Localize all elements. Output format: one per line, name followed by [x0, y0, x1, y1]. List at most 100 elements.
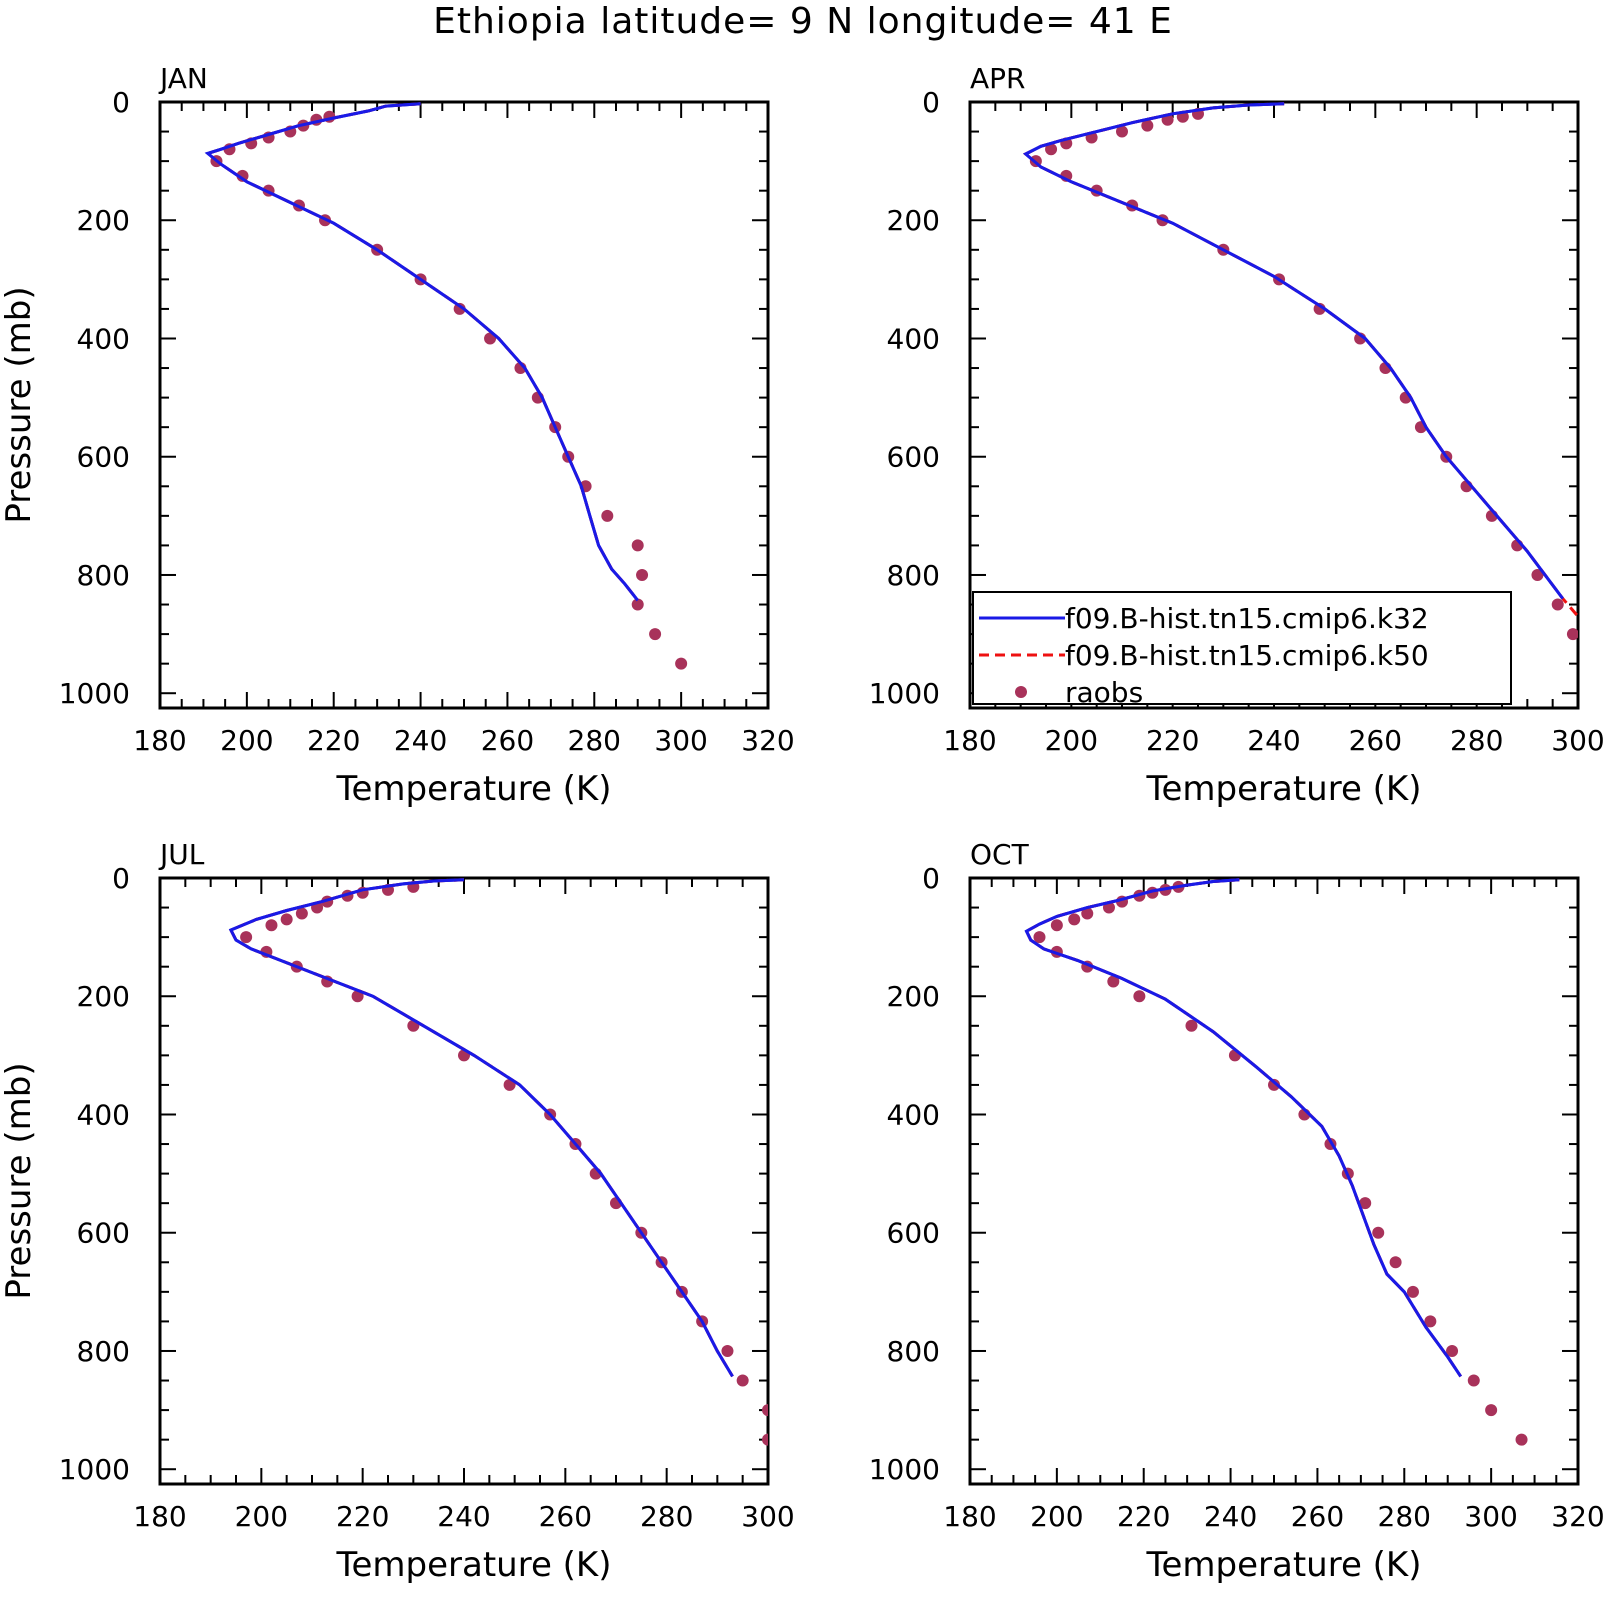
raobs-point	[1185, 1019, 1198, 1032]
x-tick-label: 220	[1146, 724, 1199, 757]
y-tick-label: 0	[112, 86, 130, 119]
y-tick-label: 200	[77, 204, 130, 237]
raobs-point	[1551, 598, 1564, 611]
x-tick-label: 220	[336, 1500, 389, 1533]
raobs-point	[1107, 975, 1120, 988]
figure-title: Ethiopia latitude= 9 N longitude= 41 E	[433, 1, 1173, 42]
x-tick-label: 200	[1030, 1500, 1083, 1533]
legend: f09.B-hist.tn15.cmip6.k32 f09.B-hist.tn15…	[972, 591, 1512, 709]
raobs-point	[453, 302, 466, 315]
raobs-point	[1033, 931, 1046, 944]
raobs-point	[1268, 1078, 1280, 1091]
y-tick-label: 200	[887, 204, 940, 237]
series-group	[228, 878, 768, 1446]
y-tick-label: 800	[77, 1335, 130, 1368]
k50-line	[204, 102, 639, 602]
panel-title: OCT	[970, 838, 1030, 871]
raobs-point	[265, 919, 278, 932]
x-tick-label: 280	[1378, 1500, 1431, 1533]
y-tick-label: 200	[77, 980, 130, 1013]
y-tick-label: 600	[77, 441, 130, 474]
x-tick-label: 220	[307, 724, 360, 757]
x-tick-label: 220	[1117, 1500, 1170, 1533]
x-axis-title: Temperature (K)	[1145, 769, 1421, 809]
x-tick-label: 240	[394, 724, 447, 757]
panel-oct: 180 200 220 240 260 280 300 320 0 200 400 600 800 100…	[869, 838, 1605, 1585]
panel-jul: 180 200 220 240 260 280 300 0 200 400 600 800 1000 JU…	[0, 838, 795, 1585]
y-axis-title: Pressure (mb)	[0, 1062, 39, 1299]
x-tick-label: 300	[1464, 1500, 1517, 1533]
raobs-point	[1133, 990, 1146, 1003]
y-tick-label: 800	[887, 1335, 940, 1368]
panel-title: JAN	[158, 62, 208, 95]
y-tick-label: 400	[77, 1098, 130, 1131]
y-tick-label: 800	[887, 559, 940, 592]
legend-label: f09.B-hist.tn15.cmip6.k32	[1065, 602, 1429, 635]
x-tick-label: 320	[1551, 1500, 1604, 1533]
plot-frame	[158, 100, 770, 710]
k32-line	[228, 878, 734, 1378]
plot-frame	[158, 876, 770, 1486]
raobs-point	[1485, 1404, 1498, 1417]
raobs-point	[1467, 1374, 1480, 1387]
y-tick-label: 800	[77, 559, 130, 592]
legend-label: f09.B-hist.tn15.cmip6.k50	[1065, 639, 1429, 672]
x-tick-label: 260	[481, 724, 534, 757]
raobs-point	[1359, 1197, 1372, 1210]
k32-line-top	[228, 878, 734, 1378]
raobs-point	[675, 657, 688, 670]
x-tick-label: 260	[539, 1500, 592, 1533]
x-axis-title: Temperature (K)	[335, 1545, 611, 1585]
y-tick-label: 400	[887, 322, 940, 355]
raobs-point	[240, 931, 253, 944]
raobs-point	[1141, 119, 1154, 132]
panel-title: JUL	[158, 838, 205, 871]
panel-jan: 180 200 220 240 260 280 300 320 0 200 400 600 800 100…	[0, 62, 795, 809]
legend-swatch-raobs	[1015, 686, 1027, 698]
x-tick-label: 200	[1045, 724, 1098, 757]
y-tick-label: 0	[922, 862, 940, 895]
y-tick-label: 200	[887, 980, 940, 1013]
raobs-point	[1081, 907, 1094, 920]
x-tick-label: 300	[1551, 724, 1604, 757]
series-group	[204, 102, 688, 670]
raobs-point	[1068, 913, 1081, 926]
k32-line	[1023, 102, 1564, 600]
k32-line	[204, 102, 639, 602]
raobs-point	[601, 509, 614, 522]
y-tick-label: 600	[77, 1217, 130, 1250]
k50-line	[1024, 878, 1462, 1378]
x-tick-label: 320	[741, 724, 794, 757]
x-tick-label: 180	[133, 1500, 186, 1533]
x-tick-label: 180	[133, 724, 186, 757]
legend-label: raobs	[1065, 676, 1143, 709]
x-tick-label: 180	[943, 1500, 996, 1533]
raobs-point	[1045, 143, 1058, 156]
y-tick-label: 1000	[59, 677, 130, 710]
raobs-point	[636, 568, 649, 581]
x-axis-title: Temperature (K)	[335, 769, 611, 809]
x-tick-label: 300	[654, 724, 707, 757]
raobs-point	[351, 990, 364, 1003]
y-tick-label: 600	[887, 1217, 940, 1250]
series-group	[1023, 102, 1578, 641]
raobs-point	[1372, 1226, 1385, 1239]
raobs-point	[1515, 1433, 1528, 1446]
y-tick-label: 0	[112, 862, 130, 895]
x-tick-label: 240	[1204, 1500, 1257, 1533]
k32-line-top	[1024, 878, 1462, 1378]
x-tick-label: 260	[1291, 1500, 1344, 1533]
x-tick-label: 280	[640, 1500, 693, 1533]
y-tick-label: 0	[922, 86, 940, 119]
raobs-point	[1406, 1285, 1419, 1298]
x-tick-label: 200	[235, 1500, 288, 1533]
raobs-point	[1531, 568, 1544, 581]
x-tick-label: 280	[568, 724, 621, 757]
raobs-point	[1424, 1315, 1437, 1328]
y-tick-label: 600	[887, 441, 940, 474]
raobs-point	[736, 1374, 749, 1387]
y-tick-label: 1000	[869, 677, 940, 710]
raobs-point	[649, 628, 662, 641]
plot-frame	[968, 876, 1580, 1486]
raobs-point	[295, 907, 308, 920]
